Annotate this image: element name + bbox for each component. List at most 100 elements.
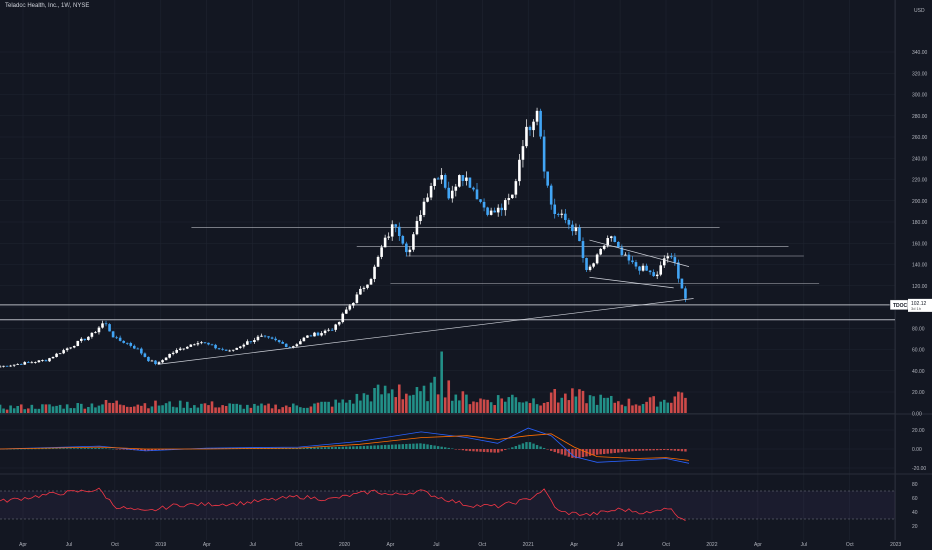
volume-bar-14	[48, 404, 51, 413]
candle-body-131	[461, 175, 465, 181]
volume-bar-169	[595, 404, 599, 413]
macd-hist-8	[27, 448, 30, 450]
macd-hist-27	[94, 448, 97, 449]
macd-hist-123	[433, 445, 436, 449]
volume-bar-26	[90, 403, 94, 413]
volume-bar-24	[83, 408, 87, 413]
volume-bar-29	[101, 404, 104, 413]
volume-bar-105	[369, 401, 373, 413]
macd-hist-154	[542, 447, 546, 449]
macd-hist-153	[539, 446, 542, 449]
macd-hist-102	[359, 446, 362, 449]
time-label-18: Oct	[846, 542, 854, 548]
volume-bar-165	[581, 390, 585, 413]
candle-body-44	[154, 360, 157, 364]
macd-hist-13	[44, 448, 48, 450]
candle-body-112	[394, 224, 398, 227]
macd-hist-91	[320, 447, 323, 449]
candle-body-34	[118, 337, 122, 341]
macd-hist-17	[58, 448, 62, 449]
rsi-tick-2: 40	[912, 510, 918, 516]
macd-hist-160	[564, 449, 567, 456]
candle-body-160	[564, 213, 567, 220]
volume-bar-4	[12, 408, 16, 413]
volume-bar-171	[602, 397, 606, 413]
volume-bar-103	[362, 393, 366, 413]
macd-hist-149	[525, 442, 528, 449]
macd-hist-190	[670, 449, 673, 451]
macd-hist-31	[108, 448, 111, 450]
candle-body-175	[617, 241, 620, 248]
volume-bar-62	[217, 407, 221, 413]
volume-bar-34	[118, 404, 122, 413]
volume-bar-53	[185, 401, 189, 413]
volume-bar-52	[182, 407, 186, 413]
macd-hist-139	[489, 449, 493, 453]
rsi-line	[0, 487, 686, 521]
volume-bar-106	[373, 388, 376, 413]
candle-body-179	[631, 260, 634, 263]
volume-bar-161	[567, 400, 571, 413]
candle-body-87	[306, 335, 309, 338]
volume-bar-15	[51, 406, 55, 413]
volume-bar-162	[571, 388, 574, 413]
candle-body-96	[337, 322, 341, 325]
candle-body-21	[72, 345, 76, 348]
volume-bar-89	[313, 403, 316, 413]
macd-hist-114	[401, 444, 405, 449]
macd-hist-165	[581, 449, 585, 458]
macd-hist-116	[408, 443, 412, 449]
volume-bar-82	[288, 407, 292, 413]
macd-hist-177	[624, 449, 627, 452]
volume-bar-32	[111, 402, 115, 413]
candle-body-135	[475, 189, 479, 200]
candle-body-153	[539, 110, 542, 137]
candle-body-25	[87, 336, 90, 340]
macd-hist-163	[574, 449, 578, 459]
candle-body-186	[655, 274, 659, 277]
volume-bar-86	[302, 407, 306, 413]
candle-body-106	[373, 266, 376, 279]
volume-bar-176	[620, 404, 624, 413]
volume-bar-132	[465, 394, 468, 413]
volume-bar-27	[94, 407, 97, 413]
volume-bar-2	[5, 409, 9, 413]
candle-body-56	[196, 343, 200, 345]
candle-body-57	[200, 342, 203, 344]
price-tick-7: 200.00	[912, 199, 928, 205]
volume-bar-44	[154, 400, 157, 413]
candle-body-73	[256, 336, 260, 341]
volume-bar-127	[447, 380, 451, 413]
macd-hist-15	[51, 448, 55, 449]
volume-bar-181	[638, 405, 641, 413]
macd-hist-171	[602, 449, 606, 454]
volume-bar-177	[624, 406, 627, 413]
candle-body-188	[662, 258, 666, 266]
candle-body-6	[19, 364, 23, 365]
candle-body-71	[249, 341, 253, 343]
macd-hist-99	[348, 446, 352, 449]
candle-body-12	[41, 360, 44, 362]
volume-bar-64	[224, 405, 228, 413]
macd-hist-30	[104, 448, 108, 449]
volume-bar-104	[366, 394, 369, 413]
macd-hist-155	[546, 449, 549, 450]
macd-hist-26	[90, 448, 94, 449]
candle-body-126	[443, 175, 447, 188]
time-label-19: 2023	[890, 542, 901, 548]
candle-body-63	[221, 348, 224, 350]
volume-bar-192	[677, 391, 680, 413]
macd-hist-158	[557, 449, 560, 454]
volume-bar-100	[352, 403, 355, 413]
macd-hist-164	[578, 449, 581, 458]
macd-hist-59	[207, 448, 210, 449]
candle-body-154	[542, 136, 546, 172]
volume-bar-70	[246, 404, 249, 413]
macd-hist-112	[394, 444, 397, 449]
macd-hist-147	[518, 444, 521, 449]
macd-hist-103	[362, 445, 366, 449]
volume-bar-84	[295, 405, 299, 413]
candle-body-89	[313, 332, 316, 337]
candle-body-27	[94, 332, 97, 334]
